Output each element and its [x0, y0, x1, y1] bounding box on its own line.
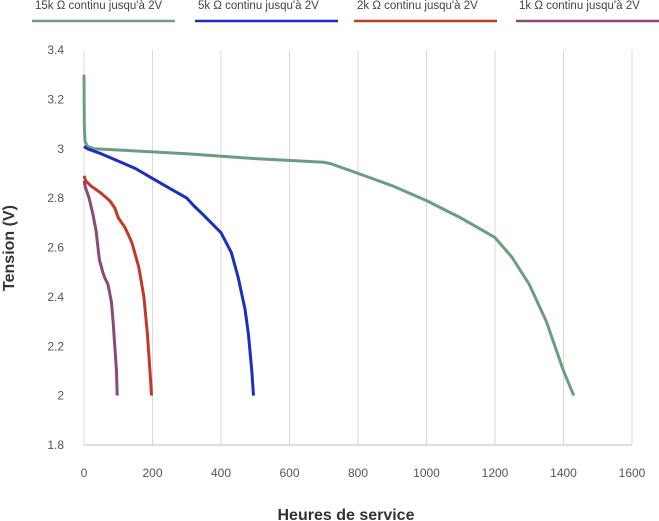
y-axis-title: Tension (V)	[1, 205, 18, 291]
legend-label-1: 15k Ω continu jusqu'à 2V	[35, 0, 162, 12]
y-tick-label: 1.8	[47, 438, 64, 452]
series-group	[82, 74, 576, 397]
legend-label-4: 1k Ω continu jusqu'à 2V	[519, 0, 640, 12]
series-line-4	[82, 180, 119, 396]
x-tick-label: 600	[279, 466, 299, 480]
axes: 0 200 400 600 800 1000 1200 1400 1600 1.8 2 2.2 2.4 2…	[47, 43, 645, 480]
y-tick-label: 3.4	[47, 43, 64, 57]
y-tick-label: 2.6	[47, 241, 64, 255]
y-tick-label: 2.4	[47, 290, 64, 304]
legend-label-3: 2k Ω continu jusqu'à 2V	[357, 0, 478, 12]
series-line-3	[82, 175, 153, 396]
y-tick-label: 2.2	[47, 339, 64, 353]
legend-label-2: 5k Ω continu jusqu'à 2V	[198, 0, 319, 12]
x-tick-label: 1600	[619, 466, 646, 480]
x-tick-label: 1000	[413, 466, 440, 480]
series-line-1	[82, 74, 576, 397]
x-tick-label: 200	[142, 466, 162, 480]
legend: 15k Ω continu jusqu'à 2V 5k Ω continu jus…	[32, 0, 659, 23]
series-line-2	[83, 145, 255, 396]
x-tick-label: 1200	[482, 466, 509, 480]
grid	[83, 50, 633, 445]
y-tick-label: 2	[57, 389, 64, 403]
x-axis-title: Heures de service	[278, 507, 415, 521]
x-tick-label: 0	[81, 466, 88, 480]
y-tick-label: 2.8	[47, 191, 64, 205]
x-tick-label: 400	[211, 466, 231, 480]
y-tick-label: 3.2	[47, 92, 64, 106]
y-tick-label: 3	[57, 142, 64, 156]
x-tick-label: 800	[348, 466, 368, 480]
x-tick-label: 1400	[550, 466, 577, 480]
